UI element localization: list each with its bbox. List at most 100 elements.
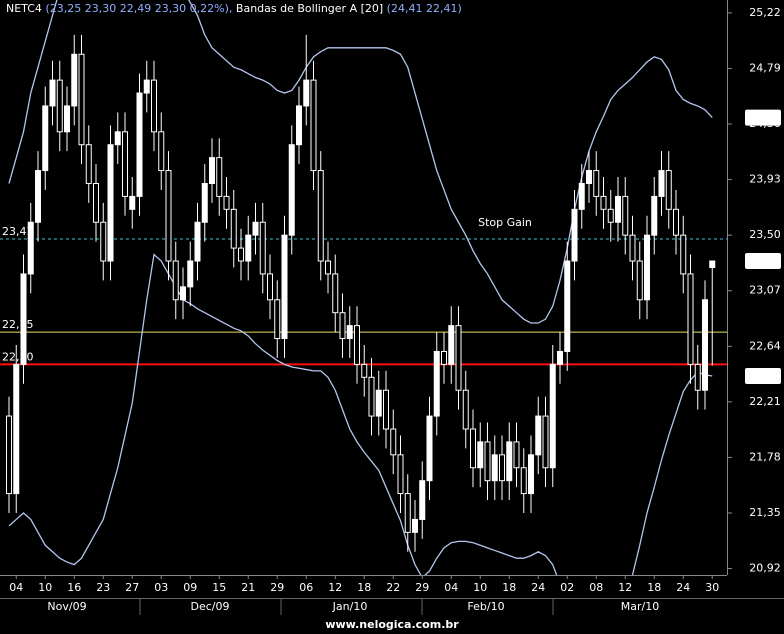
candle-body xyxy=(216,157,223,197)
candle-body xyxy=(665,170,672,210)
month-label: Dec/09 xyxy=(191,600,230,613)
candle-body xyxy=(288,144,295,236)
footer: www.nelogica.com.br xyxy=(325,618,459,631)
x-tick-label: 23 xyxy=(96,581,110,594)
candle-body xyxy=(557,350,563,365)
candle-body xyxy=(433,350,440,417)
candle-body xyxy=(310,79,317,172)
candle-body xyxy=(600,195,607,210)
candle-body xyxy=(448,325,455,365)
value-label: 22,41 xyxy=(746,369,781,382)
y-tick-label: 22,64 xyxy=(749,339,781,352)
candle-body xyxy=(317,170,324,262)
month-label: Jan/10 xyxy=(332,600,368,613)
band-line xyxy=(8,253,713,575)
value-box xyxy=(745,368,781,385)
candle-body xyxy=(238,247,244,262)
month-label: Mar/10 xyxy=(621,600,659,613)
candle-body xyxy=(491,454,498,482)
candle-body xyxy=(506,441,513,482)
x-tick-label: 12 xyxy=(328,581,342,594)
y-tick-label: 21,35 xyxy=(749,506,781,519)
y-tick-label: 24,79 xyxy=(749,61,781,74)
x-tick-label: 18 xyxy=(357,581,371,594)
candle-body xyxy=(673,208,679,236)
candle-body xyxy=(122,131,128,197)
candle-body xyxy=(78,53,85,146)
x-tick-label: 21 xyxy=(241,581,255,594)
candle-body xyxy=(100,221,107,262)
candle-body xyxy=(549,363,556,469)
candle-body xyxy=(477,441,484,469)
x-tick-label: 03 xyxy=(154,581,168,594)
level-label: 22,50 xyxy=(2,350,34,363)
candle-body xyxy=(361,363,368,378)
candle-body xyxy=(564,260,571,352)
candle-body xyxy=(223,195,230,210)
candle-body xyxy=(383,389,389,430)
candle-body xyxy=(513,441,520,469)
x-tick-label: 06 xyxy=(299,581,313,594)
candle-body xyxy=(35,170,41,223)
value-box xyxy=(745,253,781,270)
month-label: Feb/10 xyxy=(467,600,504,613)
x-tick-label: 09 xyxy=(183,581,197,594)
x-tick-label: 15 xyxy=(212,581,226,594)
annotation: Stop Gain xyxy=(478,216,532,229)
x-tick-label: 30 xyxy=(705,581,719,594)
x-tick-label: 02 xyxy=(560,581,574,594)
x-tick-label: 10 xyxy=(473,581,487,594)
candle-body xyxy=(622,195,629,236)
candle-body xyxy=(419,480,426,520)
candle-body xyxy=(230,208,237,249)
candle-body xyxy=(143,79,150,94)
title-part: NETC4 xyxy=(6,2,42,15)
x-tick-label: 22 xyxy=(386,581,400,594)
candle-body xyxy=(462,389,469,430)
candle-body xyxy=(397,454,404,495)
candle-body xyxy=(346,325,353,340)
x-tick-label: 29 xyxy=(270,581,284,594)
candle-body xyxy=(375,389,382,417)
candle-body xyxy=(136,92,143,197)
candle-body xyxy=(158,131,165,172)
value-label: 24,41 xyxy=(746,111,781,124)
value-label: 23,30 xyxy=(746,254,781,267)
x-tick-label: 08 xyxy=(589,581,603,594)
candle-body xyxy=(267,273,273,301)
y-tick-label: 23,93 xyxy=(749,173,781,186)
candle-body xyxy=(702,299,708,391)
y-tick-label: 23,07 xyxy=(749,284,781,297)
candle-body xyxy=(42,105,49,172)
candle-body xyxy=(535,415,542,456)
title-part: Bandas de Bollinger A [20] xyxy=(236,2,383,15)
x-tick-label: 27 xyxy=(125,581,139,594)
x-tick-label: 16 xyxy=(67,581,81,594)
candle-body xyxy=(520,467,527,495)
x-tick-label: 04 xyxy=(444,581,458,594)
candle-body xyxy=(303,79,310,107)
candle-body xyxy=(542,415,549,469)
candle-body xyxy=(709,260,716,268)
y-tick-label: 20,92 xyxy=(749,562,781,575)
candle-body xyxy=(194,221,201,262)
x-tick-label: 29 xyxy=(415,581,429,594)
candle-body xyxy=(441,350,447,365)
candle-body xyxy=(687,273,694,365)
candle-body xyxy=(64,105,70,133)
candle-body xyxy=(629,234,636,262)
candle-body xyxy=(27,221,34,275)
candle-body xyxy=(107,144,114,262)
x-tick-label: 24 xyxy=(676,581,690,594)
candle-body xyxy=(404,493,411,533)
x-tick-label: 04 xyxy=(9,581,23,594)
candle-body xyxy=(13,363,20,495)
candle-body xyxy=(607,208,614,223)
candle-body xyxy=(151,79,157,133)
candle-body xyxy=(636,260,643,301)
candle-body xyxy=(6,415,12,495)
band-line xyxy=(8,0,713,324)
candle-body xyxy=(296,105,302,146)
candle-body xyxy=(368,376,375,417)
